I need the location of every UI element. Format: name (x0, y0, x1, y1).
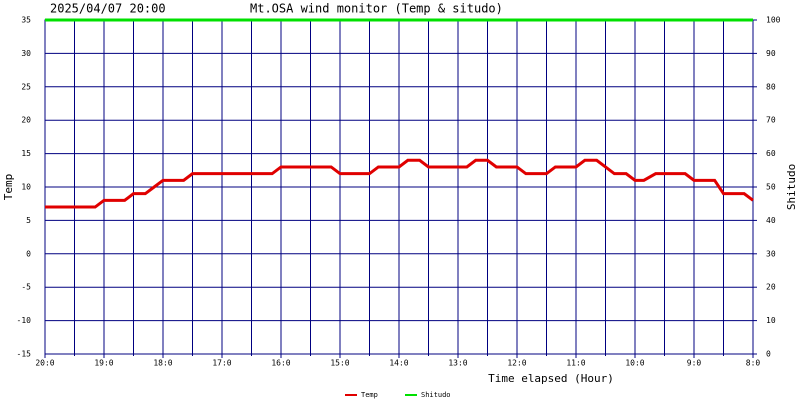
y2-tick-label: 70 (766, 116, 776, 125)
x-tick-label: 19:0 (94, 359, 113, 368)
y2-tick-label: 20 (766, 283, 776, 292)
x-tick-label: 12:0 (507, 359, 526, 368)
x-tick-label: 8:0 (746, 359, 761, 368)
y-tick-label: 35 (21, 16, 31, 25)
x-tick-label: 13:0 (448, 359, 467, 368)
y2-tick-label: 80 (766, 82, 776, 91)
y-tick-label: 25 (21, 82, 31, 91)
y2-tick-label: 10 (766, 316, 776, 325)
x-tick-label: 17:0 (212, 359, 231, 368)
y-axis-label: Temp (2, 174, 15, 201)
y-tick-label: 0 (26, 249, 31, 258)
x-tick-label: 14:0 (389, 359, 408, 368)
y-tick-label: 20 (21, 116, 31, 125)
y2-tick-label: 60 (766, 149, 776, 158)
y2-tick-label: 100 (766, 16, 781, 25)
x-tick-label: 15:0 (330, 359, 349, 368)
x-tick-label: 18:0 (153, 359, 172, 368)
y2-tick-label: 90 (766, 49, 776, 58)
x-tick-label: 10:0 (625, 359, 644, 368)
y2-tick-label: 40 (766, 216, 776, 225)
y-tick-label: 5 (26, 216, 31, 225)
y2-tick-label: 30 (766, 249, 776, 258)
data-line (45, 158, 754, 209)
y-tick-label: 15 (21, 149, 31, 158)
x-tick-label: 11:0 (566, 359, 585, 368)
x-tick-label: 20:0 (35, 359, 54, 368)
chart-title: Mt.OSA wind monitor (Temp & situdo) (250, 2, 503, 16)
y2-axis-label: Shitudo (785, 164, 798, 210)
legend-label: Temp (361, 391, 378, 399)
y2-tick-label: 50 (766, 183, 776, 192)
x-axis-label: Time elapsed (Hour) (488, 372, 614, 385)
y-tick-label: 10 (21, 183, 31, 192)
x-tick-label: 16:0 (271, 359, 290, 368)
y-tick-label: -15 (17, 350, 32, 359)
y-tick-label: -5 (21, 283, 31, 292)
y2-tick-label: 0 (766, 350, 771, 359)
x-tick-label: 9:0 (687, 359, 702, 368)
chart-date: 2025/04/07 20:00 (50, 2, 166, 16)
y-tick-label: -10 (17, 316, 32, 325)
y-tick-label: 30 (21, 49, 31, 58)
legend-label: Shitudo (421, 391, 451, 399)
